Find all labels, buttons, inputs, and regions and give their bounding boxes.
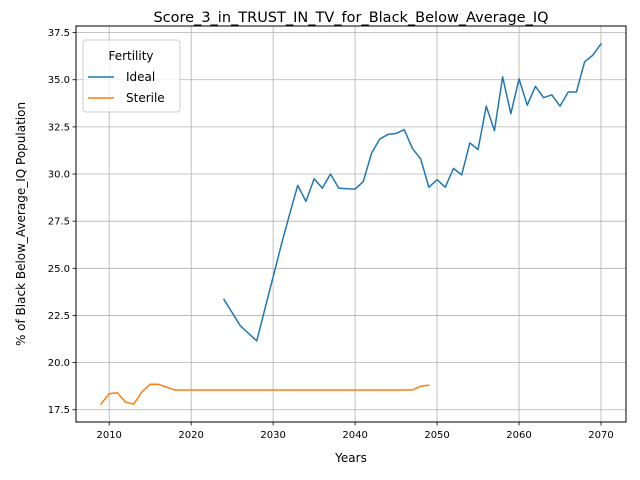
y-tick-label: 17.5 <box>48 405 70 416</box>
x-tick-label: 2020 <box>178 430 203 441</box>
y-tick-label: 35.0 <box>48 75 70 86</box>
y-axis-label: % of Black Below_Average_IQ Population <box>14 102 28 346</box>
y-tick-label: 30.0 <box>48 170 70 181</box>
series-line-sterile <box>99 383 430 406</box>
x-tick-label: 2050 <box>424 430 449 441</box>
series-line-ideal <box>222 42 603 342</box>
legend-title: Fertility <box>108 49 153 63</box>
chart-title: Score_3_in_TRUST_IN_TV_for_Black_Below_A… <box>153 10 548 26</box>
y-tick-label: 32.5 <box>48 122 70 133</box>
x-axis-ticks: 2010 2020 2030 2040 2050 2060 2070 <box>96 422 614 441</box>
legend-label-ideal: Ideal <box>126 70 155 84</box>
x-tick-label: 2040 <box>342 430 367 441</box>
legend-box <box>82 39 181 113</box>
y-tick-label: 27.5 <box>48 217 70 228</box>
x-tick-label: 2010 <box>96 430 121 441</box>
y-tick-label: 37.5 <box>48 28 70 39</box>
y-axis-ticks: 17.5 20.0 22.5 25.0 27.5 30.0 32.5 35.0 37.5 <box>48 28 76 416</box>
legend: Fertility Ideal Sterile <box>82 39 181 113</box>
x-axis-label: Years <box>334 451 367 465</box>
legend-items: Ideal Sterile <box>88 70 165 105</box>
y-tick-label: 20.0 <box>48 358 70 369</box>
legend-label-sterile: Sterile <box>126 91 165 105</box>
x-tick-label: 2030 <box>260 430 285 441</box>
y-tick-label: 22.5 <box>48 311 70 322</box>
grid <box>76 26 626 422</box>
x-tick-label: 2070 <box>588 430 613 441</box>
x-tick-label: 2060 <box>506 430 531 441</box>
plot-frame <box>75 25 627 423</box>
plot-lines <box>99 42 603 406</box>
y-tick-label: 25.0 <box>48 264 70 275</box>
